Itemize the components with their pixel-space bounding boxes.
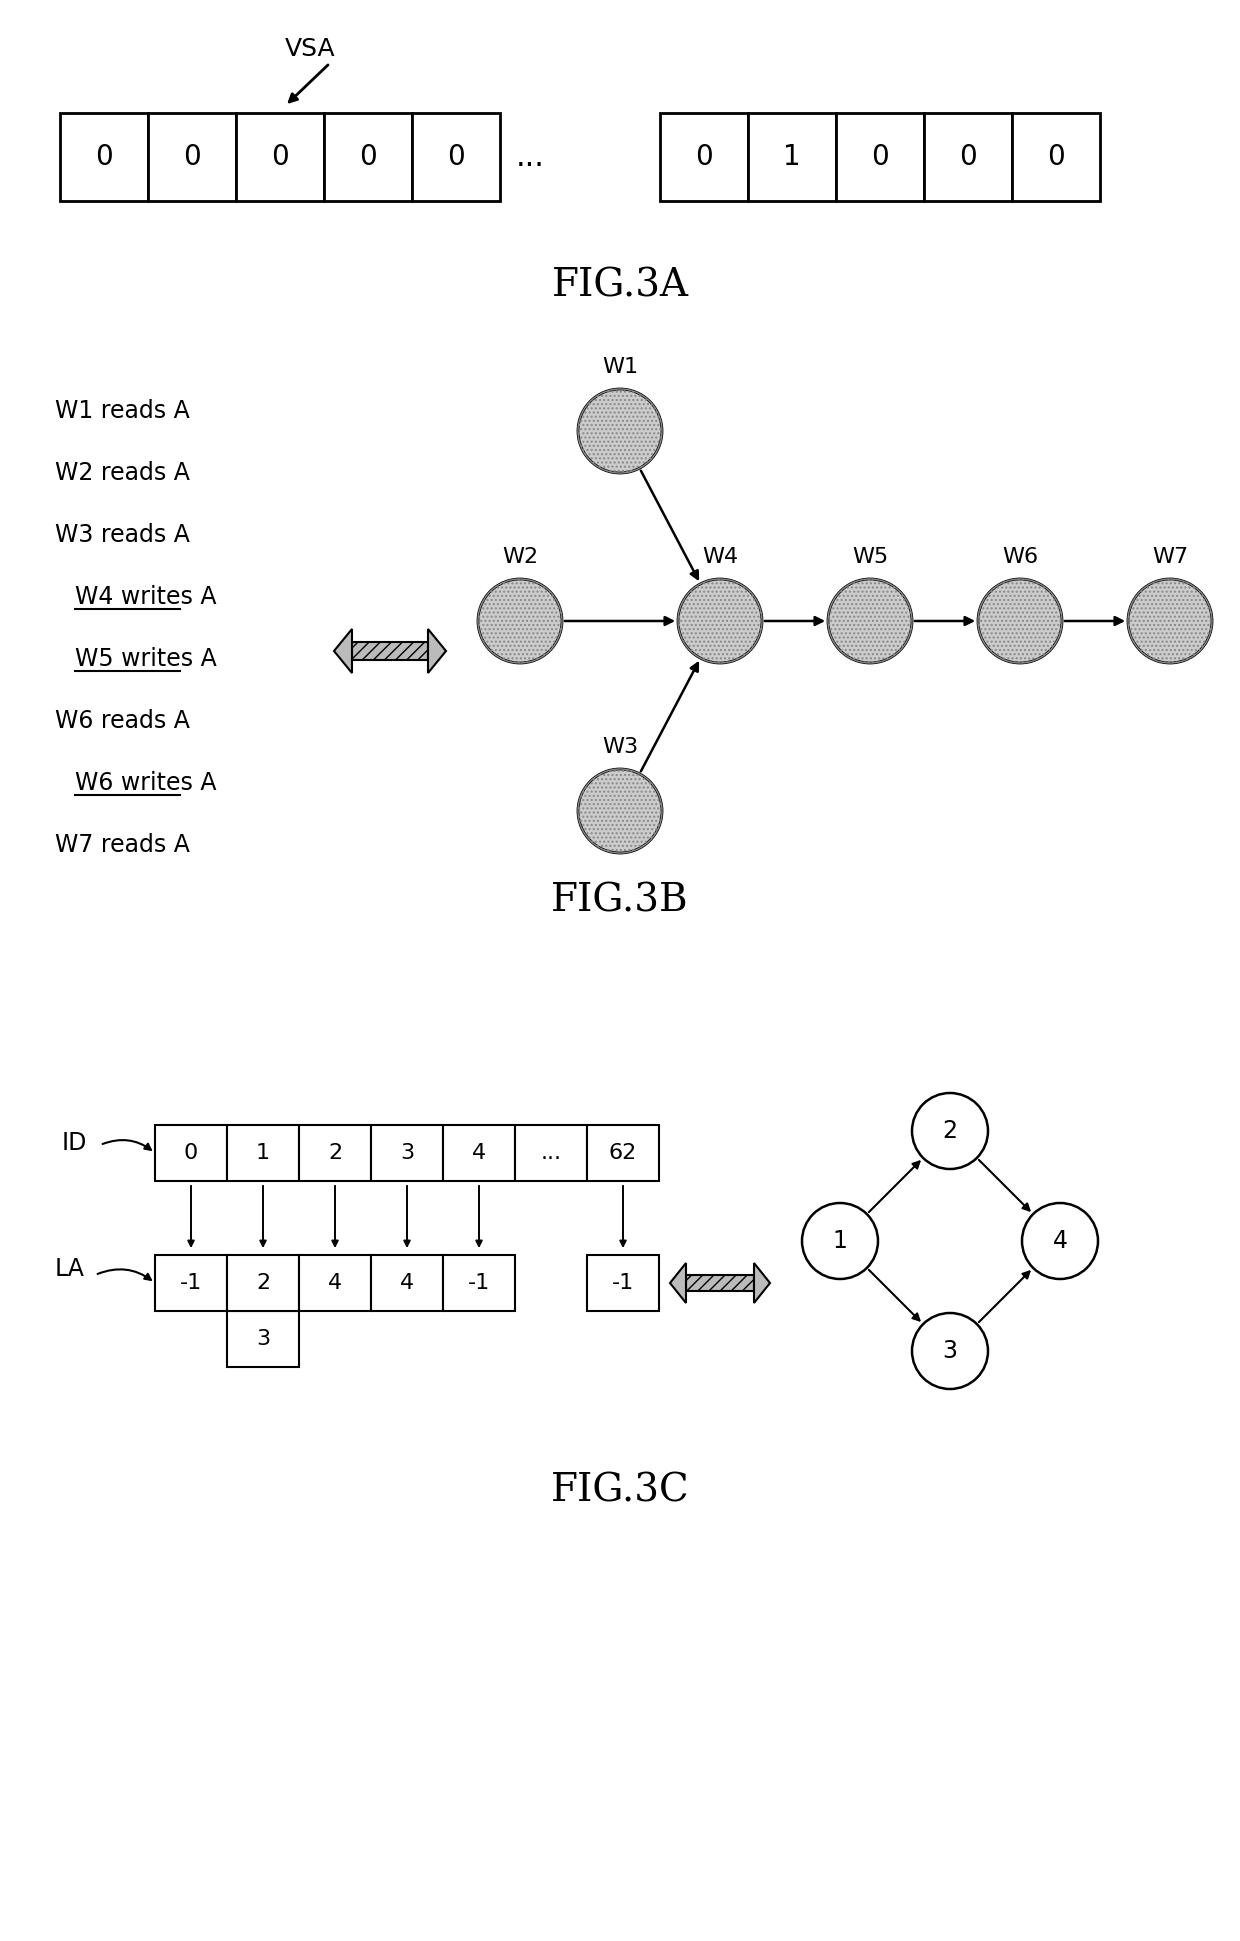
Bar — [660, 113, 748, 202]
Text: FIG.3B: FIG.3B — [552, 883, 688, 920]
Polygon shape — [334, 629, 352, 674]
Text: 0: 0 — [1047, 144, 1065, 171]
Text: 62: 62 — [609, 1143, 637, 1163]
Circle shape — [1022, 1203, 1097, 1279]
Bar — [587, 1256, 658, 1310]
Text: 0: 0 — [872, 144, 889, 171]
Text: W4 writes A: W4 writes A — [74, 584, 217, 609]
Text: 2: 2 — [942, 1120, 957, 1143]
Text: 0: 0 — [360, 144, 377, 171]
Text: W5: W5 — [852, 547, 888, 567]
Text: W3: W3 — [601, 738, 639, 757]
Text: 3: 3 — [942, 1339, 957, 1363]
Text: 1: 1 — [784, 144, 801, 171]
Text: W6: W6 — [1002, 547, 1038, 567]
Circle shape — [911, 1093, 988, 1168]
Text: FIG.3A: FIG.3A — [552, 268, 688, 305]
Bar — [412, 113, 500, 202]
Circle shape — [911, 1312, 988, 1390]
Circle shape — [978, 578, 1061, 664]
Text: 0: 0 — [184, 144, 201, 171]
Text: W2: W2 — [502, 547, 538, 567]
Text: ...: ... — [516, 142, 544, 171]
Bar — [236, 113, 324, 202]
Polygon shape — [670, 1264, 686, 1302]
Text: W1 reads A: W1 reads A — [55, 400, 190, 423]
Circle shape — [1128, 578, 1211, 664]
Text: 3: 3 — [255, 1330, 270, 1349]
Circle shape — [477, 578, 562, 664]
Text: FIG.3C: FIG.3C — [551, 1473, 689, 1510]
Bar — [155, 1126, 227, 1180]
Text: W7: W7 — [1152, 547, 1188, 567]
Text: 3: 3 — [401, 1143, 414, 1163]
Text: 1: 1 — [832, 1229, 847, 1254]
Bar — [587, 1126, 658, 1180]
Text: LA: LA — [55, 1258, 84, 1281]
Text: 4: 4 — [472, 1143, 486, 1163]
Text: ID: ID — [62, 1132, 87, 1155]
Circle shape — [578, 769, 662, 852]
Bar — [155, 1256, 227, 1310]
Bar — [371, 1126, 443, 1180]
Text: 0: 0 — [696, 144, 713, 171]
Bar — [60, 113, 148, 202]
Polygon shape — [686, 1275, 754, 1291]
Bar — [324, 113, 412, 202]
Circle shape — [678, 578, 763, 664]
Circle shape — [828, 578, 911, 664]
Bar — [515, 1126, 587, 1180]
Text: 4: 4 — [1053, 1229, 1068, 1254]
Text: 0: 0 — [448, 144, 465, 171]
Text: 4: 4 — [327, 1273, 342, 1293]
Bar — [924, 113, 1012, 202]
Text: W4: W4 — [702, 547, 738, 567]
Text: 0: 0 — [95, 144, 113, 171]
Text: 2: 2 — [327, 1143, 342, 1163]
Bar — [227, 1256, 299, 1310]
Bar — [227, 1310, 299, 1366]
Bar — [443, 1126, 515, 1180]
Bar — [299, 1126, 371, 1180]
Text: 4: 4 — [401, 1273, 414, 1293]
Bar — [836, 113, 924, 202]
Text: W1: W1 — [601, 357, 639, 377]
Text: W3 reads A: W3 reads A — [55, 522, 190, 547]
Bar — [748, 113, 836, 202]
Polygon shape — [428, 629, 446, 674]
Polygon shape — [754, 1264, 770, 1302]
Text: -1: -1 — [467, 1273, 490, 1293]
Text: -1: -1 — [180, 1273, 202, 1293]
Polygon shape — [352, 642, 428, 660]
Circle shape — [802, 1203, 878, 1279]
Circle shape — [578, 388, 662, 474]
Text: ...: ... — [541, 1143, 562, 1163]
Text: W6 writes A: W6 writes A — [74, 771, 217, 796]
Text: 2: 2 — [255, 1273, 270, 1293]
Text: -1: -1 — [611, 1273, 634, 1293]
Bar — [299, 1256, 371, 1310]
Bar — [371, 1256, 443, 1310]
Text: 0: 0 — [959, 144, 977, 171]
Text: 0: 0 — [272, 144, 289, 171]
Bar — [227, 1126, 299, 1180]
Bar — [443, 1256, 515, 1310]
Text: W6 reads A: W6 reads A — [55, 708, 190, 734]
Text: 1: 1 — [255, 1143, 270, 1163]
Text: 0: 0 — [184, 1143, 198, 1163]
Bar — [1012, 113, 1100, 202]
Text: W2 reads A: W2 reads A — [55, 462, 190, 485]
Text: VSA: VSA — [285, 37, 335, 60]
Bar — [148, 113, 236, 202]
Text: W7 reads A: W7 reads A — [55, 833, 190, 858]
Text: W5 writes A: W5 writes A — [74, 646, 217, 672]
